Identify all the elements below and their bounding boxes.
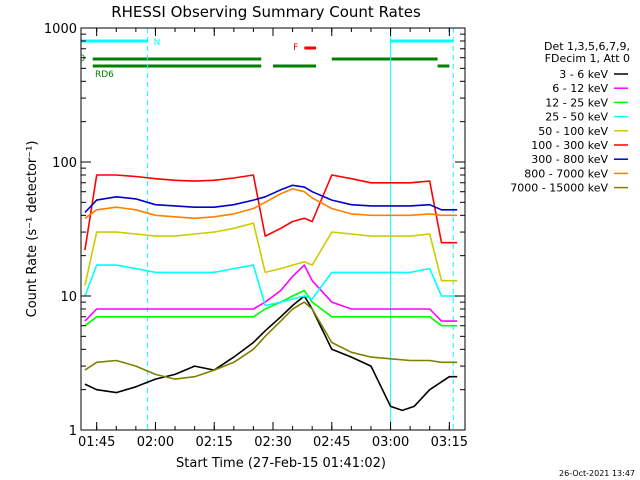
instrument-flags: N F RDO RD6 bbox=[65, 38, 454, 80]
x-axis-label: Start Time (27-Feb-15 01:41:02) bbox=[176, 456, 386, 471]
x-tick-label: 02:45 bbox=[313, 435, 350, 450]
legend-label: 800 - 7000 keV bbox=[524, 167, 608, 180]
x-tick-label: 03:15 bbox=[431, 435, 468, 450]
legend-label: 3 - 6 keV bbox=[559, 68, 608, 81]
x-tick-label: 01:45 bbox=[78, 435, 115, 450]
legend-label: 12 - 25 keV bbox=[545, 96, 608, 109]
y-tick-label: 10 bbox=[60, 290, 77, 305]
y-tick-label: 1 bbox=[69, 424, 77, 439]
y-axis-label: Count Rate (s⁻¹ detector⁻¹) bbox=[25, 141, 40, 318]
series-line-3 bbox=[84, 264, 458, 307]
flag-label: RDO bbox=[65, 54, 85, 64]
legend: Det 1,3,5,6,7,9,FDecim 1, Att 0 3 - 6 keV… bbox=[510, 40, 630, 195]
plot-frame bbox=[80, 27, 466, 431]
time-markers bbox=[80, 28, 454, 430]
series-line-6 bbox=[84, 184, 458, 214]
x-tick-label: 02:00 bbox=[137, 435, 174, 450]
series-line-4 bbox=[84, 222, 458, 286]
series-line-8 bbox=[84, 301, 458, 380]
legend-header: FDecim 1, Att 0 bbox=[545, 52, 630, 65]
series-line-0 bbox=[84, 295, 458, 412]
series-line-1 bbox=[84, 264, 458, 322]
x-tick-label: 02:15 bbox=[195, 435, 232, 450]
legend-label: 6 - 12 keV bbox=[552, 82, 608, 95]
series-line-7 bbox=[84, 188, 458, 220]
timestamp: 26-Oct-2021 13:47 bbox=[559, 469, 635, 478]
flag-label: F bbox=[293, 43, 298, 53]
y-tick-label: 100 bbox=[52, 156, 77, 171]
legend-label: 25 - 50 keV bbox=[545, 111, 608, 124]
y-tick-label: 1000 bbox=[44, 22, 77, 37]
series-line-2 bbox=[84, 289, 458, 327]
chart-title: RHESSI Observing Summary Count Rates bbox=[111, 3, 421, 21]
flag-label: N bbox=[154, 38, 161, 48]
axes: 01:45 02:00 02:15 02:30 02:45 03:00 03:15 1 10 10… bbox=[44, 22, 468, 450]
legend-label: 100 - 300 keV bbox=[531, 139, 608, 152]
legend-label: 50 - 100 keV bbox=[538, 125, 608, 138]
legend-header: Det 1,3,5,6,7,9, bbox=[544, 40, 630, 53]
legend-label: 7000 - 15000 keV bbox=[510, 182, 608, 195]
x-tick-label: 02:30 bbox=[254, 435, 291, 450]
x-tick-label: 03:00 bbox=[372, 435, 409, 450]
data-series bbox=[84, 174, 458, 412]
flag-label: RD6 bbox=[95, 70, 114, 80]
legend-label: 300 - 800 keV bbox=[531, 153, 608, 166]
series-line-5 bbox=[84, 174, 458, 251]
